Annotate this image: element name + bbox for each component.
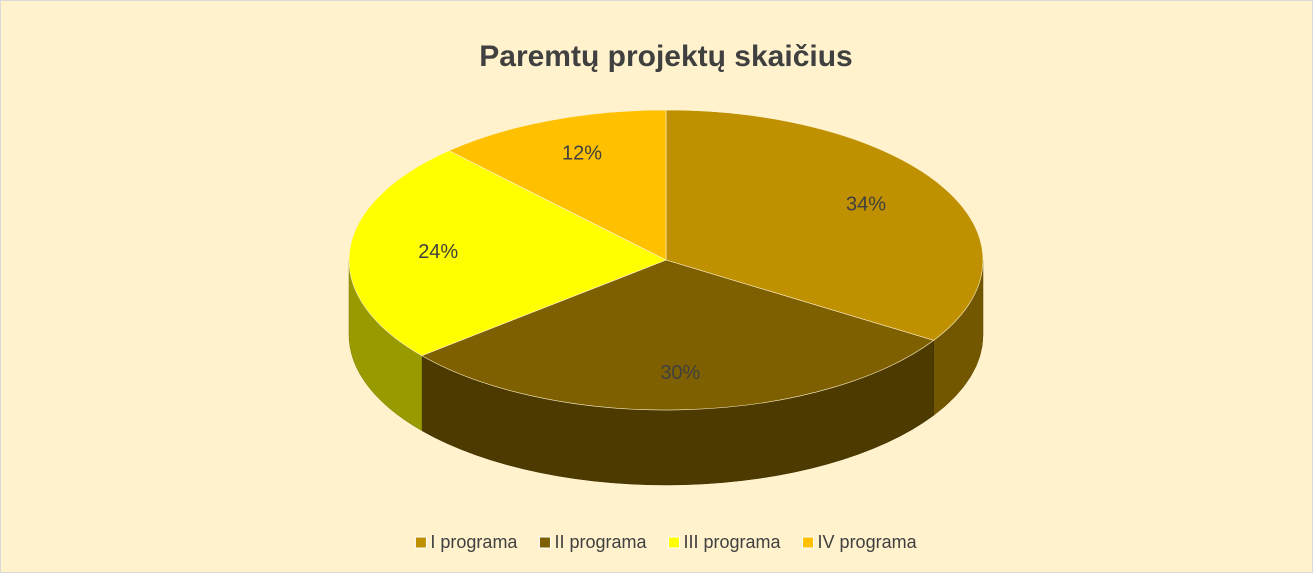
legend-swatch — [668, 536, 680, 549]
data-label: 34% — [846, 193, 886, 215]
legend-swatch — [414, 536, 427, 549]
legend-swatch — [538, 536, 551, 549]
data-label: 24% — [418, 241, 458, 263]
legend-label: IV programa — [818, 532, 918, 552]
legend-swatch — [802, 536, 815, 549]
data-label: 12% — [562, 142, 602, 164]
legend-label: II programa — [554, 532, 647, 552]
chart-title: Paremtų projektų skaičius — [479, 40, 852, 73]
pie-slice — [448, 109, 667, 261]
pie-slice — [421, 259, 935, 411]
data-label: 30% — [660, 362, 700, 384]
pie-slice — [665, 109, 984, 341]
legend-label: III programa — [684, 532, 782, 552]
pie-slice — [348, 150, 667, 356]
legend-label: I programa — [430, 532, 518, 552]
